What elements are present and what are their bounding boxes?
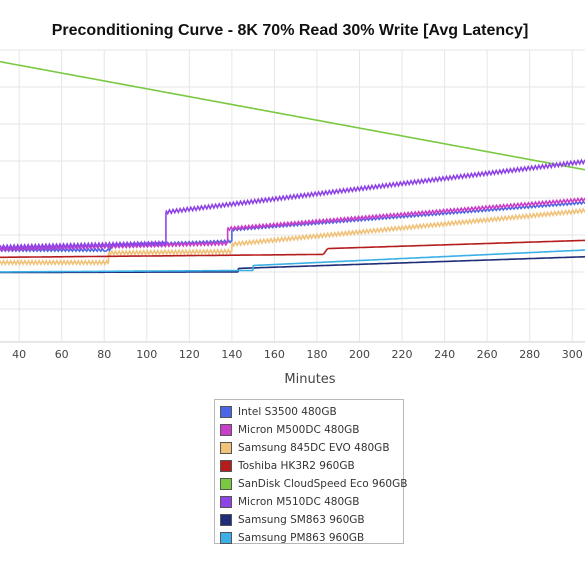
series-line — [0, 239, 167, 251]
series-line — [0, 60, 585, 171]
legend-swatch — [220, 496, 232, 508]
legend-swatch — [220, 460, 232, 472]
series-line — [0, 247, 112, 253]
legend-item[interactable]: Samsung PM863 960GB — [220, 529, 403, 547]
series-lines — [0, 60, 585, 274]
x-tick-label: 220 — [392, 348, 413, 361]
series-line — [107, 248, 233, 257]
legend-item[interactable]: Micron M500DC 480GB — [220, 421, 403, 439]
legend-label: SanDisk CloudSpeed Eco 960GB — [238, 478, 408, 490]
legend-swatch — [220, 424, 232, 436]
x-tick-label: 120 — [179, 348, 200, 361]
x-axis-ticks: 40 60 80 100 120 140 160 180 200 220 240 260 280 300 — [12, 348, 583, 361]
series-line — [327, 239, 585, 250]
series-step — [322, 248, 329, 255]
legend-label: Micron M500DC 480GB — [238, 424, 360, 436]
legend-label: Samsung 845DC EVO 480GB — [238, 442, 390, 454]
x-tick-label: 100 — [136, 348, 157, 361]
legend-label: Micron M510DC 480GB — [238, 496, 360, 508]
x-tick-label: 200 — [349, 348, 370, 361]
series-sandisk-cloudspeed-eco-960gb — [0, 60, 585, 171]
x-tick-label: 180 — [306, 348, 327, 361]
x-tick-label: 140 — [221, 348, 242, 361]
legend-item[interactable]: Samsung SM863 960GB — [220, 511, 403, 529]
legend-swatch — [220, 442, 232, 454]
legend-item[interactable]: Samsung 845DC EVO 480GB — [220, 439, 403, 457]
legend-item[interactable]: Intel S3500 480GB — [220, 403, 403, 421]
legend-label: Samsung PM863 960GB — [238, 532, 365, 544]
series-line — [0, 253, 324, 259]
legend-item[interactable]: Toshiba HK3R2 960GB — [220, 457, 403, 475]
chart-title: Preconditioning Curve - 8K 70% Read 30% … — [52, 22, 529, 39]
x-tick-label: 80 — [97, 348, 111, 361]
legend-label: Intel S3500 480GB — [238, 406, 337, 418]
legend-swatch — [220, 514, 232, 526]
grid — [0, 49, 585, 343]
x-tick-label: 160 — [264, 348, 285, 361]
x-tick-label: 60 — [55, 348, 69, 361]
x-tick-label: 260 — [477, 348, 498, 361]
series-samsung-pm863-960gb — [0, 249, 585, 273]
x-tick-label: 240 — [434, 348, 455, 361]
series-line — [253, 249, 585, 267]
series-line — [165, 158, 585, 216]
x-tick-label: 300 — [562, 348, 583, 361]
legend-label: Samsung SM863 960GB — [238, 514, 365, 526]
series-micron-m510dc-480gb — [0, 158, 585, 251]
legend-swatch — [220, 406, 232, 418]
series-line — [226, 196, 585, 232]
series-line — [238, 255, 585, 270]
x-tick-label: 40 — [12, 348, 26, 361]
legend: Intel S3500 480GB Micron M500DC 480GB Sams… — [214, 399, 407, 547]
series-samsung-845dc-evo-480gb — [0, 207, 585, 267]
legend-swatch — [220, 478, 232, 490]
x-tick-label: 280 — [519, 348, 540, 361]
legend-swatch — [220, 532, 232, 544]
x-axis-title: Minutes — [284, 372, 335, 387]
legend-item[interactable]: Micron M510DC 480GB — [220, 493, 403, 511]
series-line — [231, 207, 585, 248]
series-line — [0, 259, 110, 267]
legend-label: Toshiba HK3R2 960GB — [238, 460, 355, 472]
series-toshiba-hk3r2-960gb — [0, 239, 585, 259]
legend-item[interactable]: SanDisk CloudSpeed Eco 960GB — [220, 475, 407, 493]
series-line — [0, 269, 254, 273]
